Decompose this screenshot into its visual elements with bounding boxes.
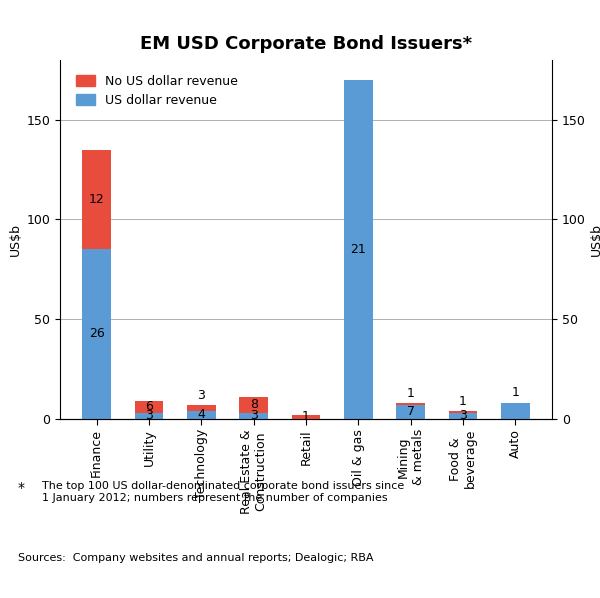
Bar [449, 411, 478, 413]
Text: The top 100 US dollar-denominated corporate bond issuers since
1 January 2012; n: The top 100 US dollar-denominated corpor… [42, 481, 404, 503]
Text: 3: 3 [145, 409, 153, 422]
Bar [449, 413, 478, 419]
Text: 12: 12 [89, 193, 104, 206]
Text: 1: 1 [459, 395, 467, 408]
Text: *: * [18, 481, 25, 495]
Text: 3: 3 [197, 389, 205, 402]
Text: 3: 3 [250, 409, 257, 422]
Text: 3: 3 [459, 409, 467, 422]
Text: 1: 1 [407, 387, 415, 399]
Text: 26: 26 [89, 327, 104, 340]
Bar [134, 413, 163, 419]
Bar [292, 414, 320, 419]
Bar [239, 396, 268, 413]
Text: 7: 7 [407, 405, 415, 418]
Text: 4: 4 [197, 408, 205, 421]
Bar [501, 402, 530, 419]
Text: 21: 21 [350, 243, 366, 256]
Text: 8: 8 [250, 398, 257, 411]
Bar [187, 405, 216, 411]
Text: 1: 1 [302, 410, 310, 423]
Bar [134, 401, 163, 413]
Bar [82, 150, 111, 249]
Bar [82, 249, 111, 419]
Text: Sources:  Company websites and annual reports; Dealogic; RBA: Sources: Company websites and annual rep… [18, 553, 373, 563]
Bar [344, 80, 373, 419]
Bar [187, 411, 216, 419]
Text: 6: 6 [145, 400, 153, 413]
Y-axis label: US$b: US$b [9, 222, 22, 256]
Bar [396, 402, 425, 405]
Text: 1: 1 [511, 386, 519, 399]
Legend: No US dollar revenue, US dollar revenue: No US dollar revenue, US dollar revenue [71, 69, 243, 112]
Bar [239, 413, 268, 419]
Y-axis label: US$b: US$b [590, 222, 600, 256]
Bar [396, 405, 425, 419]
Title: EM USD Corporate Bond Issuers*: EM USD Corporate Bond Issuers* [140, 35, 472, 53]
